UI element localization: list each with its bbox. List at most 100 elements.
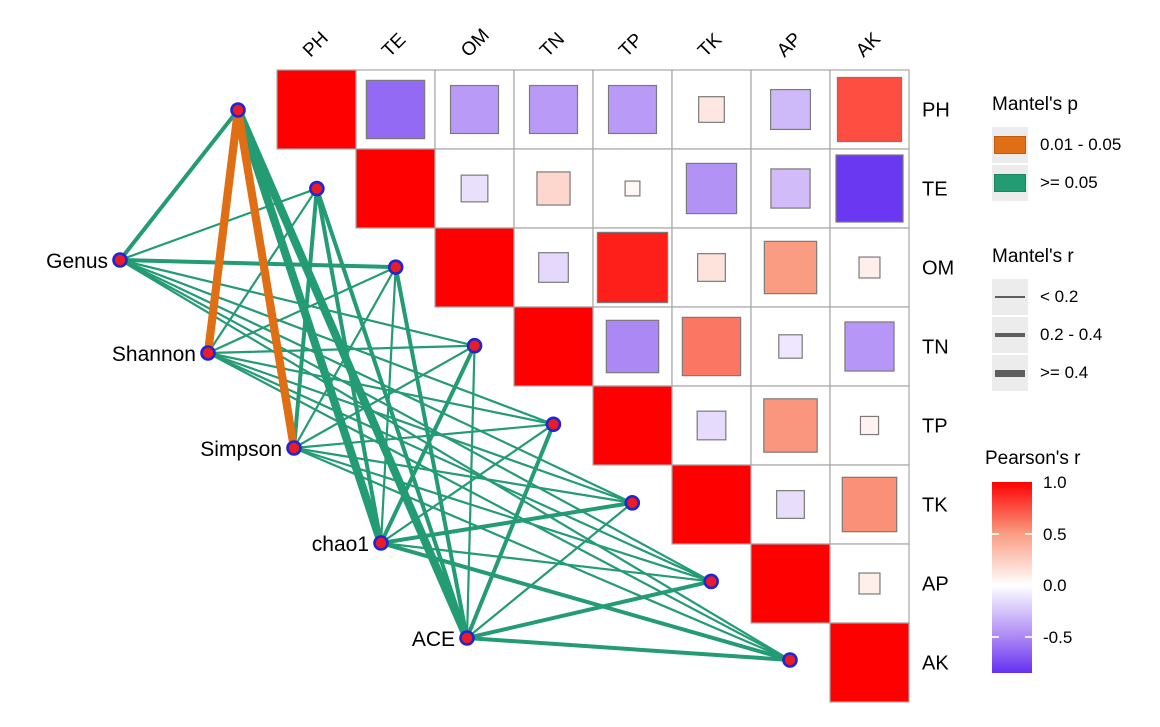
matrix-diagonal-cell-TN — [513, 306, 594, 387]
pearson-square-PH-TP — [607, 84, 658, 135]
mantel-r-key-label: >= 0.4 — [1040, 363, 1089, 382]
index-node-Shannon — [200, 345, 216, 361]
pearson-square-OM-AK — [858, 256, 881, 279]
mantel-edge-Shannon-PH — [203, 105, 243, 358]
env-node-TP — [545, 416, 562, 433]
mantel-edge-Simpson-TN — [292, 344, 476, 450]
pearson-square-TE-TP — [624, 180, 641, 197]
mantel-edge-ACE-AK — [465, 636, 792, 662]
mantel-edge-ACE-TE — [314, 186, 469, 640]
mantel-edge-Genus-TN — [118, 258, 476, 347]
env-node-PH — [230, 102, 246, 118]
column-label-PH: PH — [299, 28, 333, 62]
pearson-tick-label--0.5: -0.5 — [1043, 627, 1073, 647]
mantel-p-swatch — [994, 174, 1026, 192]
pearson-colorbar — [992, 482, 1032, 673]
pearson-square-PH-TN — [528, 84, 579, 135]
pearson-square-TE-TK — [685, 162, 738, 215]
mantel-r-line-swatch — [995, 369, 1025, 377]
index-node-chao1 — [373, 535, 389, 551]
index-node-label-chao1: chao1 — [312, 533, 369, 556]
mantel-edge-chao1-AK — [379, 541, 792, 662]
mantel-edge-ACE-OM — [393, 265, 469, 640]
env-node-AK — [782, 652, 798, 668]
pearson-tick-label-1.0: 1.0 — [1043, 473, 1067, 492]
mantel-edge-Genus-AP — [118, 258, 713, 583]
pearson-square-OM-TP — [596, 231, 669, 304]
pearson-colorbar-tick-mark — [1025, 635, 1032, 638]
pearson-colorbar-tick-mark — [992, 532, 999, 535]
column-label-TN: TN — [536, 29, 569, 62]
mantel-edge-Genus-TE — [118, 187, 318, 262]
matrix-diagonal-cell-TK — [671, 464, 752, 545]
mantel-r-line-swatch — [995, 333, 1025, 337]
column-label-TK: TK — [694, 29, 726, 61]
mantel-edges-layer — [118, 105, 792, 662]
index-node-label-Genus: Genus — [46, 250, 108, 273]
mantel-edge-Simpson-AK — [292, 446, 792, 662]
pearson-colorbar-tick-mark — [992, 635, 999, 638]
env-node-TK — [624, 495, 641, 511]
mantel-r-line-swatch — [995, 296, 1025, 298]
mantel-edge-Shannon-TP — [206, 351, 555, 426]
pearson-square-TP-AK — [859, 415, 880, 436]
pearson-square-TN-TK — [681, 316, 742, 377]
mantel-edge-Shannon-AP — [206, 351, 713, 583]
pearson-colorbar-tick-mark — [1025, 532, 1032, 535]
matrix-diagonal-cell-AP — [750, 543, 831, 624]
mantel-edge-Simpson-AP — [292, 446, 713, 583]
column-label-AK: AK — [852, 29, 885, 62]
pearson-colorbar-tick-mark — [1025, 584, 1032, 587]
pearson-square-TE-TN — [536, 171, 571, 206]
pearson-square-TE-AP — [770, 168, 811, 209]
row-label-TN: TN — [922, 337, 949, 359]
pearson-square-TP-TK — [696, 410, 727, 441]
mantel-edge-Shannon-AK — [206, 351, 792, 662]
pearson-square-TN-AP — [778, 334, 803, 359]
row-label-PH: PH — [922, 100, 950, 122]
legend-mantel-p: Mantel's p 0.01 - 0.05 >= 0.05 — [992, 94, 1121, 202]
column-label-OM: OM — [457, 25, 493, 61]
mantel-edge-ACE-TN — [465, 344, 476, 640]
pearson-square-PH-OM — [449, 84, 500, 135]
legend-key-background — [992, 127, 1028, 163]
mantel-edge-Simpson-TK — [292, 446, 634, 504]
legend-key-background — [992, 165, 1028, 201]
row-label-TE: TE — [922, 179, 948, 201]
row-label-TP: TP — [922, 416, 948, 438]
index-node-ACE — [459, 630, 475, 646]
mantel-edge-Genus-OM — [118, 258, 398, 270]
pearson-square-TN-TP — [605, 319, 660, 374]
index-node-label-Simpson: Simpson — [200, 438, 282, 461]
index-node-label-Shannon: Shannon — [112, 343, 196, 366]
mantel-edge-Genus-PH — [118, 108, 240, 262]
legend-mantel-r-title: Mantel's r — [992, 246, 1074, 267]
mantel-p-key-label: >= 0.05 — [1040, 173, 1098, 192]
legend-key-background — [992, 279, 1028, 315]
env-node-TE — [309, 180, 325, 197]
pearson-square-TN-AK — [844, 321, 895, 372]
legend-pearson-r-title: Pearson's r — [985, 448, 1081, 469]
matrix-diagonal-cell-TE — [355, 148, 436, 229]
index-node-label-ACE: ACE — [412, 628, 455, 651]
mantel-edge-chao1-PH — [233, 105, 386, 548]
mantel-edge-ACE-AP — [465, 579, 714, 640]
pearson-square-OM-TN — [538, 252, 569, 283]
mantel-r-key-label: < 0.2 — [1040, 287, 1079, 306]
pearson-square-TE-OM — [460, 174, 489, 203]
legend-key-background — [992, 355, 1028, 391]
pearson-square-TP-AP — [763, 398, 818, 453]
matrix-diagonal-cell-TP — [592, 385, 673, 466]
legend-key-background — [992, 317, 1028, 353]
legend-mantel-p-title: Mantel's p — [992, 94, 1079, 115]
pearson-square-OM-AP — [763, 240, 818, 295]
pearson-square-PH-TE — [365, 79, 426, 140]
column-label-AP: AP — [773, 29, 806, 62]
index-node-Genus — [112, 252, 128, 268]
pearson-square-PH-AK — [836, 76, 903, 143]
row-label-AK: AK — [922, 653, 949, 675]
pearson-square-TE-AK — [835, 154, 904, 223]
mantel-edge-Simpson-PH — [233, 105, 299, 453]
